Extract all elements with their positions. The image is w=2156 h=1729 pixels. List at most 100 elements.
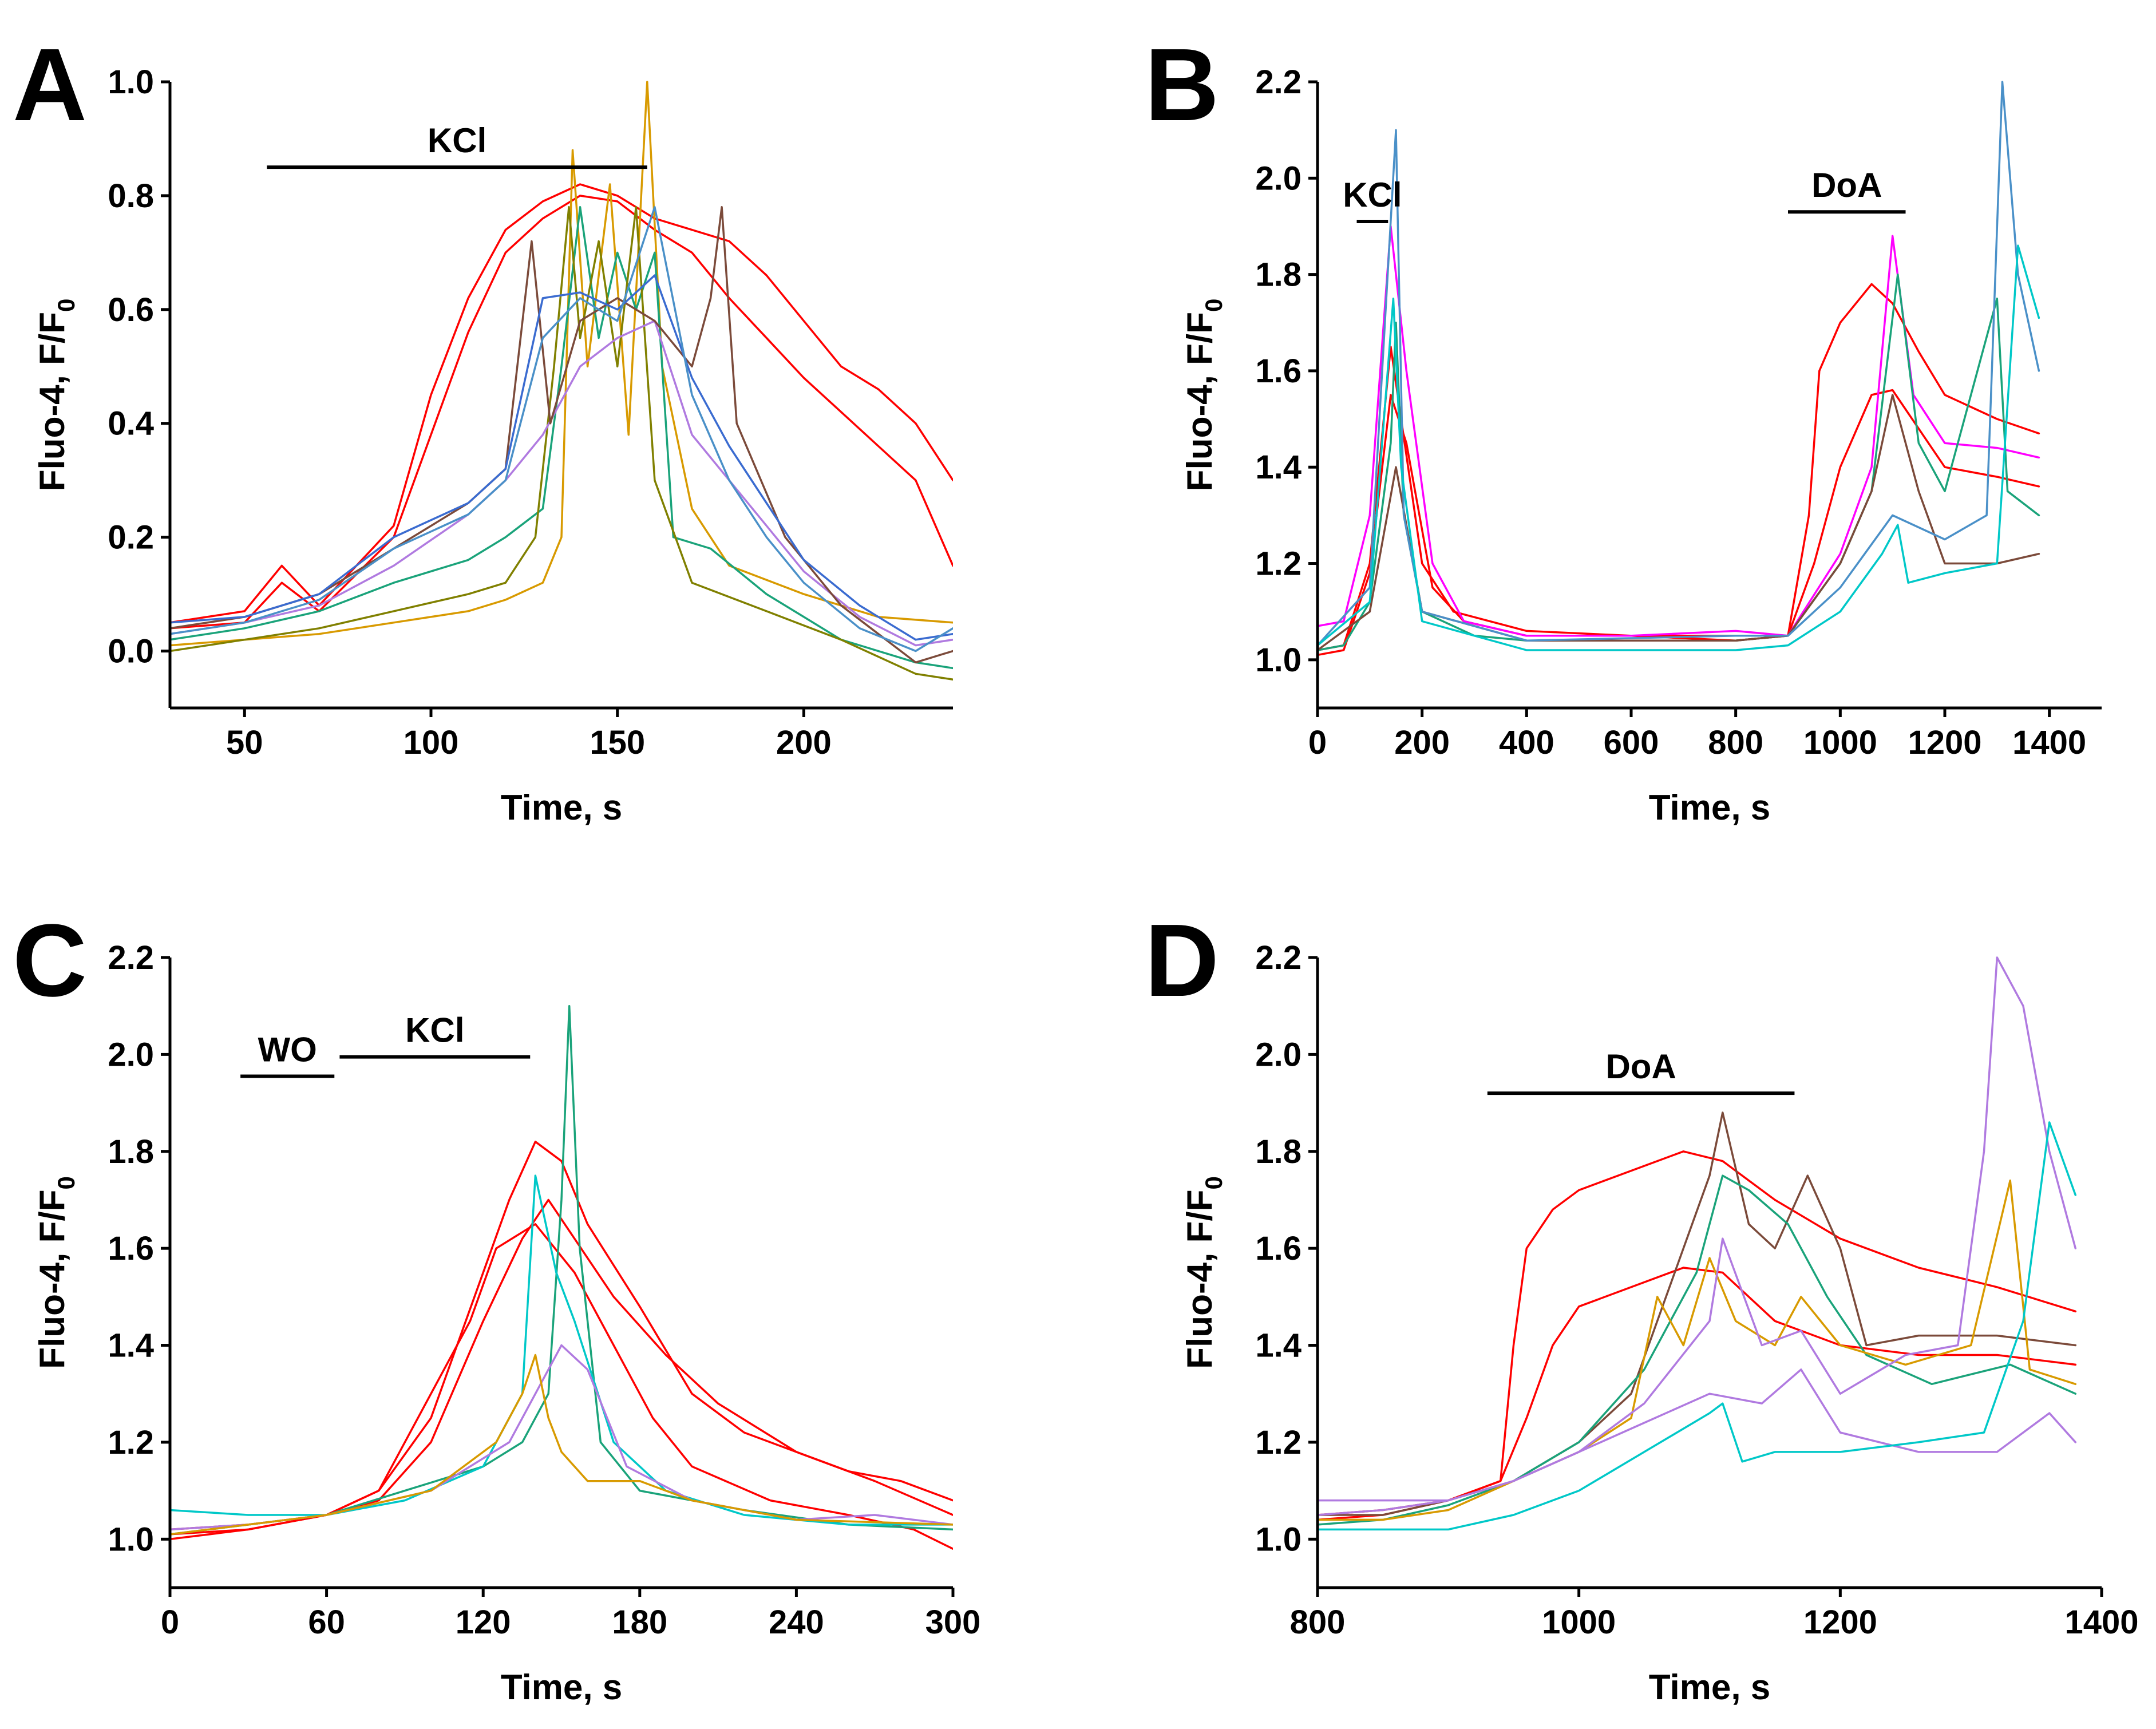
y-tick-label: 1.8 [108, 1133, 154, 1170]
y-tick-label: 2.0 [108, 1036, 154, 1073]
x-tick-label: 1000 [1803, 724, 1877, 761]
series-line-8 [170, 274, 953, 641]
x-tick-label: 1000 [1542, 1604, 1616, 1641]
y-axis-label-subscript: 0 [53, 299, 80, 312]
y-tick-label: 1.4 [1255, 449, 1301, 486]
annotation-label-kcl: KCl [405, 1011, 464, 1050]
series-line-6 [170, 319, 953, 647]
y-axis-label: Fluo-4, F/F0 [1180, 299, 1227, 492]
series-line-6 [1318, 81, 2040, 647]
annotation-label-kcl: KCl [428, 121, 486, 160]
y-tick-label: 1.8 [1255, 1133, 1301, 1170]
panel-letter: C [13, 903, 87, 1018]
x-tick-label: 200 [1394, 724, 1450, 761]
series-line-1 [1318, 1150, 2077, 1516]
y-axis-label-main: Fluo-4, F/F [33, 1189, 72, 1368]
series-line-7 [1318, 244, 2040, 651]
y-axis-label-subscript: 0 [53, 1176, 80, 1189]
x-tick-label: 1400 [2012, 724, 2086, 761]
y-tick-label: 1.0 [108, 64, 154, 101]
series-line-1 [170, 183, 953, 624]
x-tick-label: 800 [1708, 724, 1763, 761]
y-axis-label: Fluo-4, F/F0 [33, 1176, 80, 1369]
series-line-5 [1318, 1179, 2077, 1521]
annotation-label-wo: WO [258, 1030, 317, 1069]
x-tick-label: 1400 [2064, 1604, 2138, 1641]
x-axis-label: Time, s [501, 1668, 623, 1707]
y-tick-label: 0.2 [108, 519, 154, 556]
y-tick-label: 2.0 [1255, 160, 1301, 197]
x-tick-label: 150 [590, 724, 645, 761]
annotation-label-doa: DoA [1605, 1047, 1676, 1086]
y-tick-label: 1.0 [1255, 642, 1301, 679]
y-tick-label: 2.2 [1255, 939, 1301, 976]
y-tick-label: 2.0 [1255, 1036, 1301, 1073]
x-tick-label: 120 [456, 1604, 511, 1641]
y-tick-label: 1.0 [1255, 1521, 1301, 1558]
annotation-label-kcl: KCl [1343, 176, 1402, 214]
y-axis-label: Fluo-4, F/F0 [1180, 1176, 1227, 1369]
annotation-label-doa: DoA [1811, 166, 1882, 204]
series-line-2 [170, 1198, 953, 1541]
x-axis-label: Time, s [1649, 788, 1771, 828]
series-line-7 [170, 206, 953, 664]
y-tick-label: 1.6 [1255, 1230, 1301, 1267]
panel-d: D 1.0 1.2 1.4 1.6 1.8 2.0 2.2 800 1000 1200 1400 Tim… [1145, 903, 2139, 1707]
y-tick-label: 1.4 [108, 1327, 154, 1364]
y-tick-label: 2.2 [1255, 64, 1301, 101]
panel-b: B 1.0 1.2 1.4 1.6 1.8 2.0 2.2 0 200 400 600 800 1000 1… [1145, 27, 2102, 828]
series-line-8 [1318, 1121, 2077, 1531]
series-line-4 [170, 206, 953, 670]
y-tick-label: 0.4 [108, 405, 154, 442]
x-axis-label: Time, s [501, 788, 623, 828]
x-tick-label: 800 [1290, 1604, 1346, 1641]
series-line-5 [170, 206, 953, 681]
series-line-4 [1318, 273, 2040, 651]
series-line-3 [1318, 225, 2040, 637]
y-tick-label: 2.2 [108, 939, 154, 976]
series-line-7 [170, 1354, 953, 1536]
y-tick-label: 1.2 [1255, 1424, 1301, 1461]
x-axis-label: Time, s [1649, 1668, 1771, 1707]
series-line-7 [1318, 1368, 2077, 1516]
x-tick-label: 60 [308, 1604, 345, 1641]
y-axis-label: Fluo-4, F/F0 [33, 299, 80, 492]
series-line-3 [170, 81, 953, 647]
y-axis-label-main: Fluo-4, F/F [1180, 1189, 1220, 1368]
y-tick-label: 0.0 [108, 633, 154, 670]
series-line-4 [1318, 1174, 2077, 1526]
series-line-2 [170, 195, 953, 630]
series-line-6 [170, 1344, 953, 1531]
x-tick-label: 200 [776, 724, 832, 761]
x-tick-label: 0 [1308, 724, 1327, 761]
y-tick-label: 1.6 [1255, 353, 1301, 390]
panel-c: C 1.0 1.2 1.4 1.6 1.8 2.0 2.2 0 60 120 180 240 300 Tim… [13, 903, 980, 1707]
series-line-6 [1318, 956, 2077, 1502]
x-tick-label: 400 [1499, 724, 1554, 761]
series-line-5 [1318, 394, 2040, 651]
series-line-2 [1318, 1267, 2077, 1521]
x-tick-label: 240 [769, 1604, 824, 1641]
x-tick-label: 180 [612, 1604, 667, 1641]
x-tick-label: 1200 [1908, 724, 1981, 761]
x-tick-label: 300 [925, 1604, 981, 1641]
series-line-3 [170, 1223, 953, 1550]
x-tick-label: 100 [403, 724, 459, 761]
y-axis-label-main: Fluo-4, F/F [33, 312, 72, 491]
y-tick-label: 1.8 [1255, 256, 1301, 294]
y-tick-label: 1.0 [108, 1521, 154, 1558]
y-axis-label-subscript: 0 [1200, 1176, 1227, 1189]
x-tick-label: 0 [161, 1604, 179, 1641]
panel-letter: D [1145, 903, 1219, 1018]
panel-a: A 0.0 0.2 0.4 0.6 0.8 1.0 50 100 150 200 Time, s Flu… [13, 27, 953, 828]
panel-letter: B [1145, 27, 1219, 143]
series-line-9 [170, 206, 953, 652]
y-tick-label: 1.2 [108, 1424, 154, 1461]
x-tick-label: 1200 [1803, 1604, 1877, 1641]
y-tick-label: 1.4 [1255, 1327, 1301, 1364]
y-tick-label: 1.2 [1255, 545, 1301, 583]
x-tick-label: 50 [226, 724, 263, 761]
panel-letter: A [13, 27, 87, 143]
y-tick-label: 1.6 [108, 1230, 154, 1267]
